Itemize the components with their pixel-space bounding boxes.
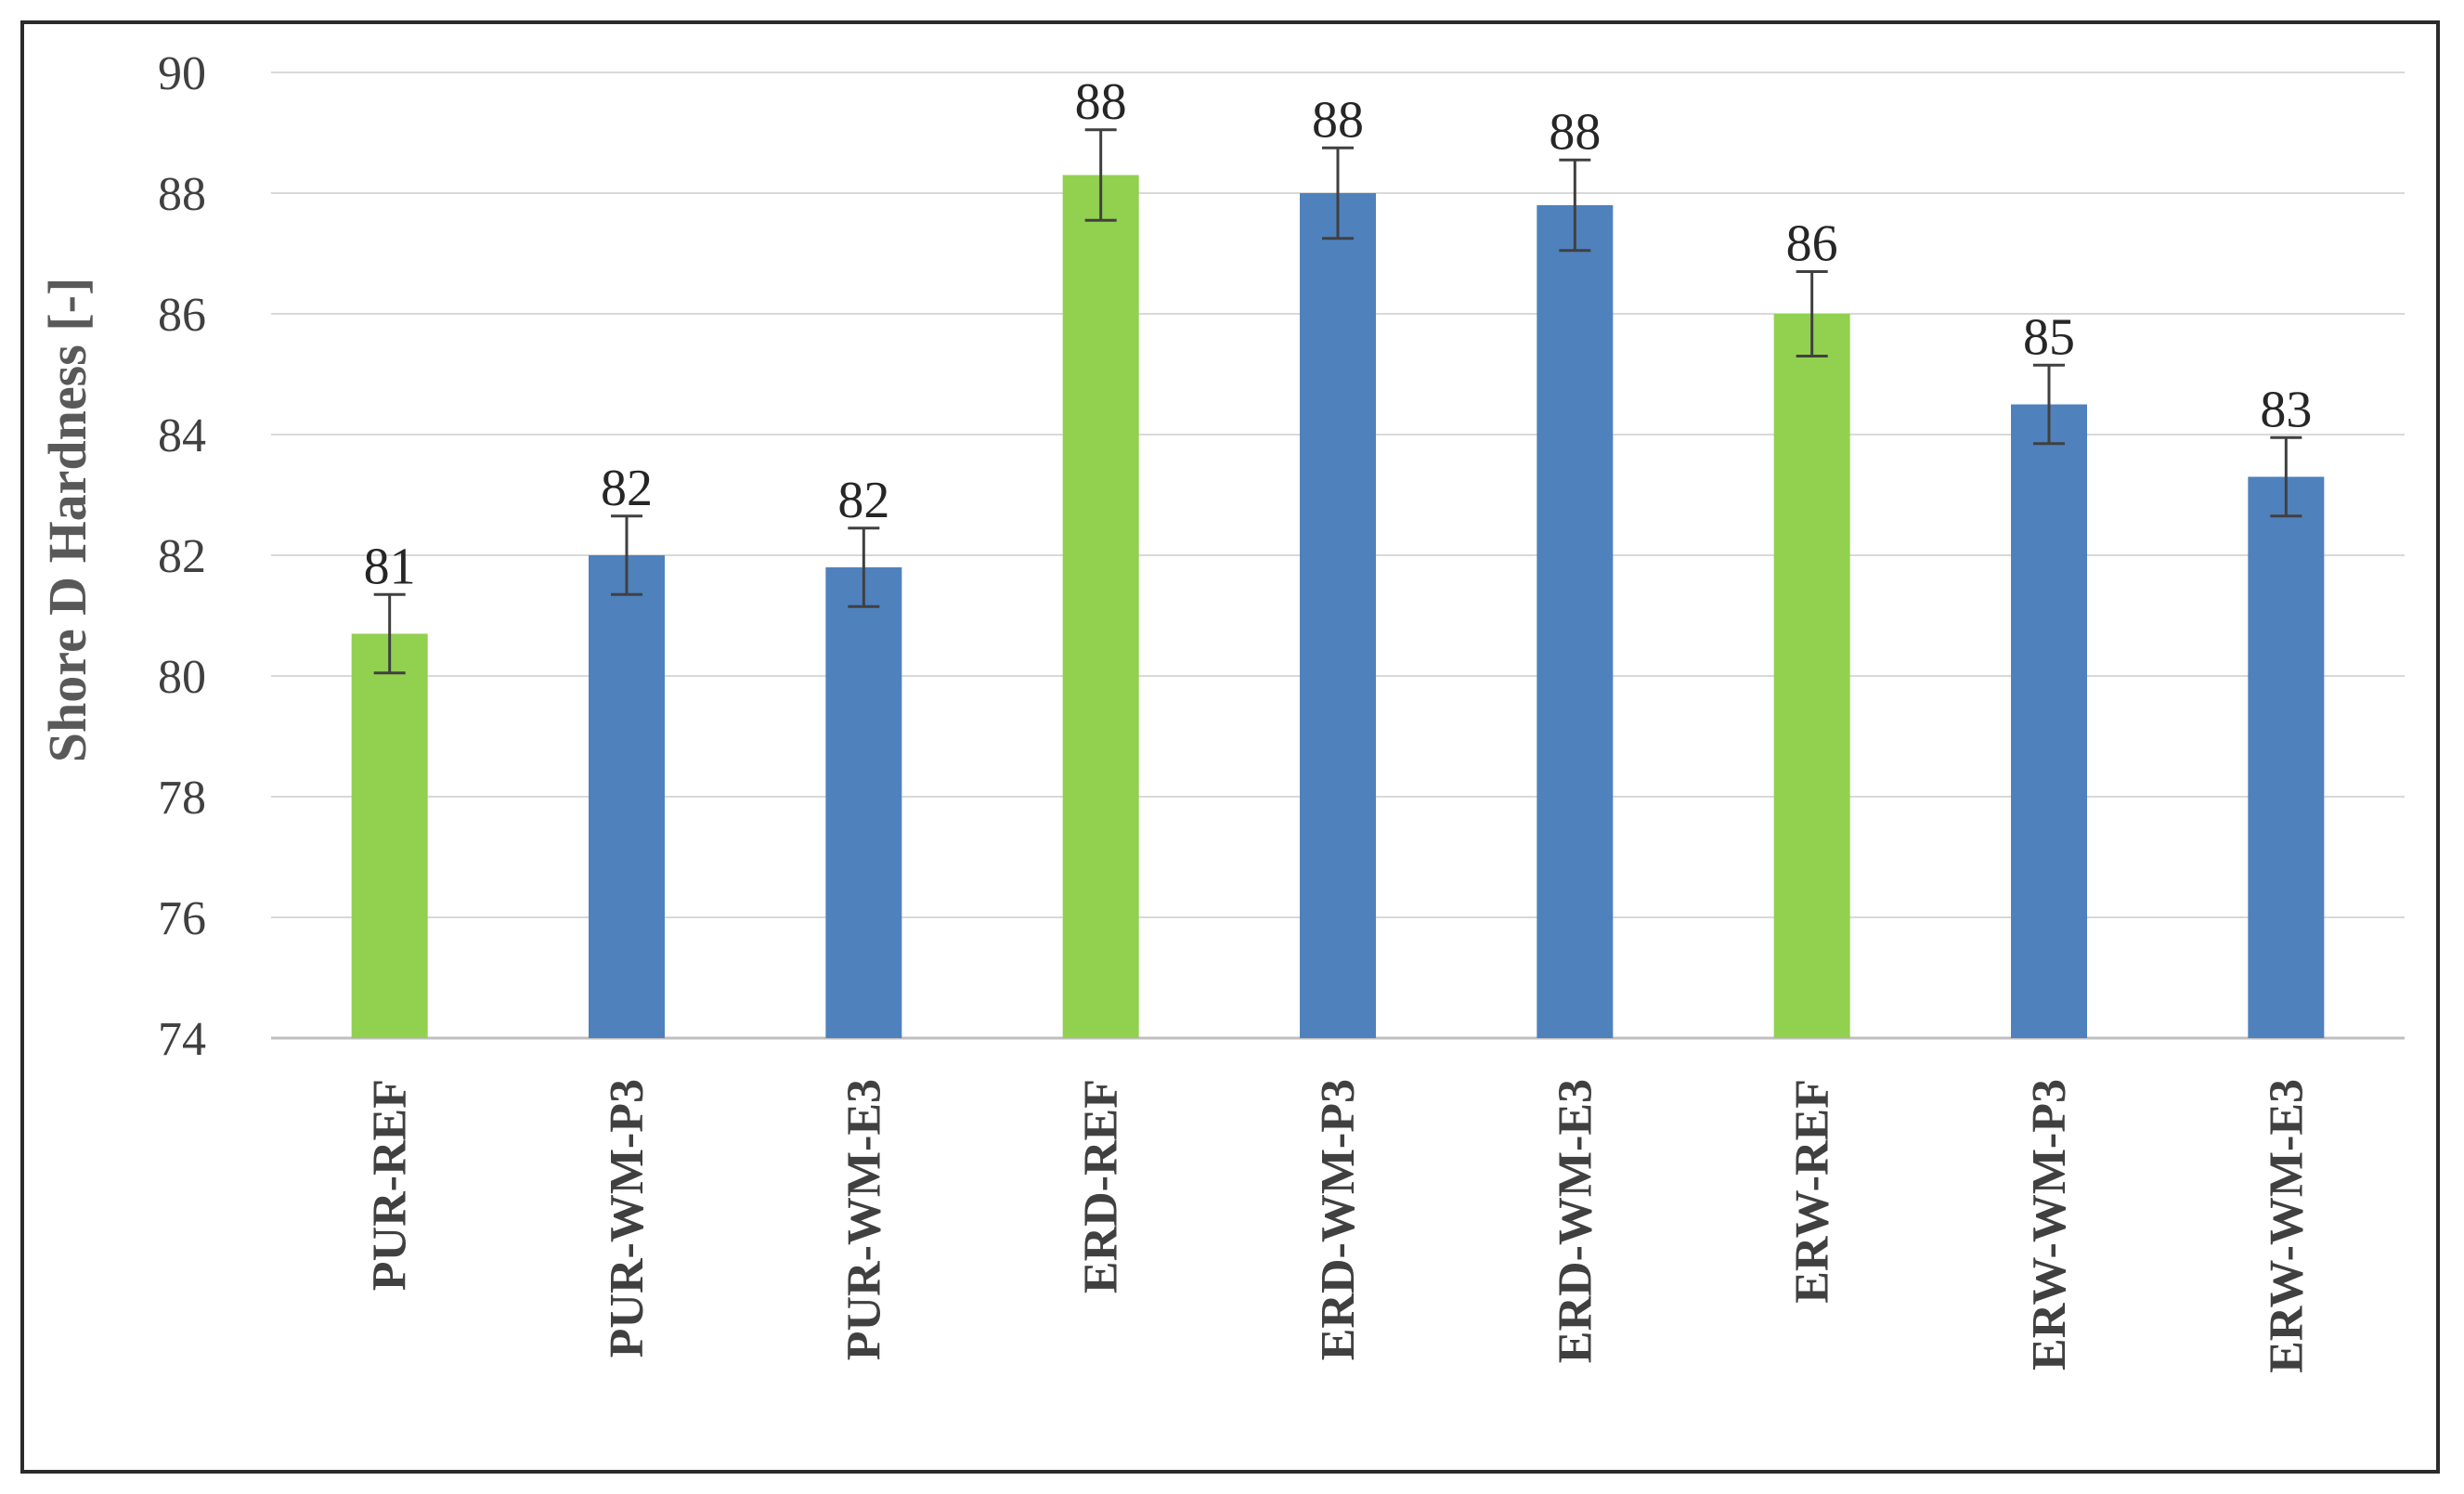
- error-bar: [373, 592, 406, 675]
- data-label: 88: [1549, 103, 1601, 161]
- y-tick-label: 86: [158, 289, 206, 342]
- error-bar: [611, 514, 642, 596]
- x-tick-label: ERW-WM-P3: [2023, 1079, 2076, 1371]
- bar: [1300, 193, 1376, 1038]
- bars: [351, 175, 2325, 1038]
- x-tick-label: PUR-REF: [364, 1079, 417, 1291]
- bar: [351, 633, 428, 1038]
- data-labels: 81 82 82 88 88 88 86 85 83: [364, 73, 2313, 596]
- y-tick-label: 84: [158, 409, 206, 462]
- y-tick-label: 88: [158, 168, 206, 221]
- x-tick-label: ERW-REF: [1786, 1079, 1839, 1304]
- bar: [2248, 476, 2325, 1038]
- error-bar: [1322, 146, 1354, 240]
- x-tick-label: ERD-WM-E3: [1549, 1079, 1602, 1363]
- data-label: 86: [1786, 215, 1838, 273]
- x-tick-label: PUR-WM-E3: [837, 1079, 890, 1360]
- error-bar: [2033, 363, 2065, 446]
- bar: [825, 567, 902, 1038]
- x-axis-labels: PUR-REF PUR-WM-P3 PUR-WM-E3 ERD-REF ERD-WM-P…: [364, 1079, 2314, 1373]
- x-tick-label: ERD-WM-P3: [1312, 1079, 1365, 1360]
- data-label: 83: [2260, 381, 2312, 438]
- y-tick-label: 90: [158, 47, 206, 100]
- data-label: 82: [601, 460, 653, 517]
- error-bar: [1796, 270, 1828, 357]
- x-tick-label: PUR-WM-P3: [601, 1079, 654, 1358]
- y-axis-ticks: 74 76 78 80 82 84 86 88 90: [158, 47, 206, 1066]
- y-tick-label: 78: [158, 772, 206, 825]
- bar: [2011, 404, 2087, 1038]
- y-tick-label: 76: [158, 892, 206, 945]
- y-tick-label: 74: [158, 1013, 206, 1066]
- error-bar: [848, 526, 880, 608]
- data-label: 81: [364, 538, 416, 595]
- bar: [589, 555, 665, 1038]
- error-bar: [2270, 435, 2302, 518]
- y-tick-label: 82: [158, 530, 206, 583]
- y-axis-title: Shore D Hardness [-]: [37, 278, 97, 763]
- y-tick-label: 80: [158, 651, 206, 704]
- data-label: 82: [837, 472, 889, 529]
- error-bar: [1559, 158, 1591, 253]
- data-label: 88: [1075, 73, 1127, 131]
- bar: [1773, 314, 1850, 1038]
- data-label: 85: [2023, 308, 2075, 366]
- bar: [1062, 175, 1139, 1038]
- bar: [1537, 205, 1614, 1038]
- x-tick-label: ERW-WM-E3: [2260, 1079, 2313, 1373]
- error-bar: [1084, 128, 1117, 222]
- x-tick-label: ERD-REF: [1075, 1079, 1128, 1293]
- data-label: 88: [1312, 91, 1364, 149]
- error-bars: [373, 128, 2302, 675]
